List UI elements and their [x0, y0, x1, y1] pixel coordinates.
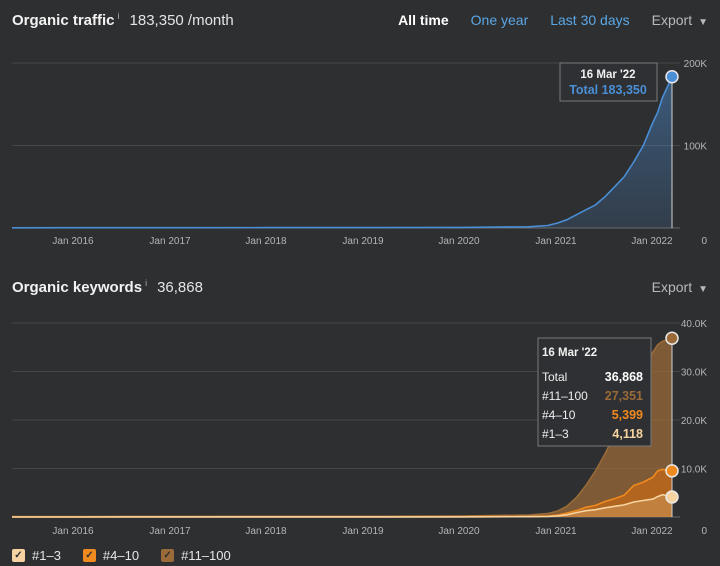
top-100-marker-point — [665, 331, 679, 345]
traffic-tooltip-total-value: 183,350 — [602, 83, 647, 97]
keywords-header: Organic keywords i 36,868 Export ▼ — [12, 275, 720, 299]
keywords-tooltip-top100-label: #11–100 — [542, 389, 588, 403]
tab-one-year[interactable]: One year — [470, 12, 529, 28]
legend-item-top-3[interactable]: ✓ #1–3 — [12, 548, 61, 563]
keywords-legend: ✓ #1–3 ✓ #4–10 ✓ #11–100 — [12, 548, 253, 563]
x-tick-label: Jan 2022 — [631, 526, 673, 537]
traffic-tooltip-total: Total 183,350 — [569, 83, 647, 97]
tab-all-time[interactable]: All time — [398, 12, 449, 28]
keywords-tooltip-date: 16 Mar '22 — [542, 347, 597, 359]
traffic-export-label: Export — [651, 12, 693, 28]
keywords-tooltip: 16 Mar '22 Total 36,868 #11–100 27,351 #… — [537, 337, 652, 447]
traffic-tooltip-box — [559, 62, 658, 102]
x-tick-label: Jan 2016 — [52, 236, 94, 247]
legend-label-top-100: #11–100 — [181, 548, 231, 563]
chevron-down-icon: ▼ — [698, 284, 708, 295]
y-tick-label: 30.0K — [681, 368, 707, 379]
keywords-tooltip-top3-value: 4,118 — [612, 427, 643, 441]
traffic-range-tabs: All time One year Last 30 days Export ▼ — [376, 8, 708, 32]
y-tick-label: 100K — [684, 142, 708, 153]
tab-last-30-days[interactable]: Last 30 days — [550, 12, 630, 28]
keywords-tooltip-total-label: Total — [542, 370, 567, 384]
x-tick-label: Jan 2022 — [631, 236, 673, 247]
x-tick-label: Jan 2016 — [52, 526, 94, 537]
traffic-title: Organic traffic — [12, 11, 115, 29]
x-tick-label: Jan 2017 — [149, 236, 191, 247]
keywords-chart[interactable]: 40.0K 30.0K 20.0K 10.0K 0 Jan 2016 Jan 2017 Jan… — [0, 302, 720, 542]
x-tick-label: Jan 2018 — [245, 236, 287, 247]
y-tick-label: 0 — [701, 526, 707, 537]
y-tick-label: 10.0K — [681, 465, 707, 476]
keywords-tooltip-top3-label: #1–3 — [542, 427, 569, 441]
x-tick-label: Jan 2020 — [438, 236, 480, 247]
x-tick-label: Jan 2021 — [535, 236, 577, 247]
keywords-tooltip-total-value: 36,868 — [605, 370, 643, 384]
x-tick-label: Jan 2021 — [535, 526, 577, 537]
keywords-controls: Export ▼ — [630, 275, 708, 299]
keywords-tooltip-top100-value: 27,351 — [605, 389, 643, 403]
x-tick-label: Jan 2017 — [149, 526, 191, 537]
traffic-header: Organic traffic i 183,350 /month All tim… — [12, 8, 720, 32]
traffic-export-button[interactable]: Export ▼ — [652, 12, 708, 28]
traffic-marker-point — [665, 69, 679, 84]
top-3-area — [12, 494, 672, 517]
x-tick-label: Jan 2019 — [342, 526, 384, 537]
traffic-area — [12, 76, 672, 228]
checkbox-icon[interactable]: ✓ — [12, 549, 25, 562]
keywords-tooltip-top10-label: #4–10 — [542, 408, 576, 422]
y-tick-label: 20.0K — [681, 416, 707, 427]
y-tick-label: 0 — [701, 236, 707, 247]
traffic-tooltip-total-label: Total — [569, 83, 598, 97]
checkbox-icon[interactable]: ✓ — [82, 549, 96, 562]
keywords-title: Organic keywords — [12, 278, 143, 296]
legend-label-top-10: #4–10 — [102, 548, 140, 563]
legend-item-top-100[interactable]: ✓ #11–100 — [161, 548, 231, 563]
traffic-tooltip-date: 16 Mar '22 — [580, 69, 635, 81]
x-tick-label: Jan 2020 — [438, 526, 480, 537]
keywords-tooltip-top10-value: 5,399 — [612, 408, 643, 422]
top-100-area — [12, 338, 672, 517]
y-tick-label: 200K — [684, 59, 708, 70]
keywords-value: 36,868 — [157, 278, 203, 296]
checkbox-icon[interactable]: ✓ — [161, 549, 175, 562]
top-3-line — [12, 493, 673, 518]
chevron-down-icon: ▼ — [698, 17, 708, 28]
keywords-info-icon[interactable]: i — [145, 278, 148, 288]
keywords-export-label: Export — [651, 279, 693, 295]
keywords-tooltip-box — [537, 337, 652, 447]
top-10-area — [12, 469, 672, 517]
top-10-marker-point — [665, 464, 679, 478]
x-tick-label: Jan 2019 — [342, 236, 384, 247]
traffic-chart[interactable]: 200K 100K 0 Jan 2016 Jan 2017 Jan 2018 Jan 201… — [0, 36, 720, 251]
legend-item-top-10[interactable]: ✓ #4–10 — [82, 548, 140, 563]
traffic-tooltip: 16 Mar '22 Total 183,350 — [559, 62, 658, 102]
legend-label-top-3: #1–3 — [32, 548, 61, 563]
traffic-value: 183,350 /month — [129, 11, 234, 29]
y-tick-label: 40.0K — [681, 319, 707, 330]
top-3-marker-point — [665, 490, 679, 504]
x-tick-label: Jan 2018 — [245, 526, 287, 537]
keywords-export-button[interactable]: Export ▼ — [652, 279, 708, 295]
traffic-info-icon[interactable]: i — [117, 11, 120, 21]
traffic-line — [11, 76, 673, 229]
